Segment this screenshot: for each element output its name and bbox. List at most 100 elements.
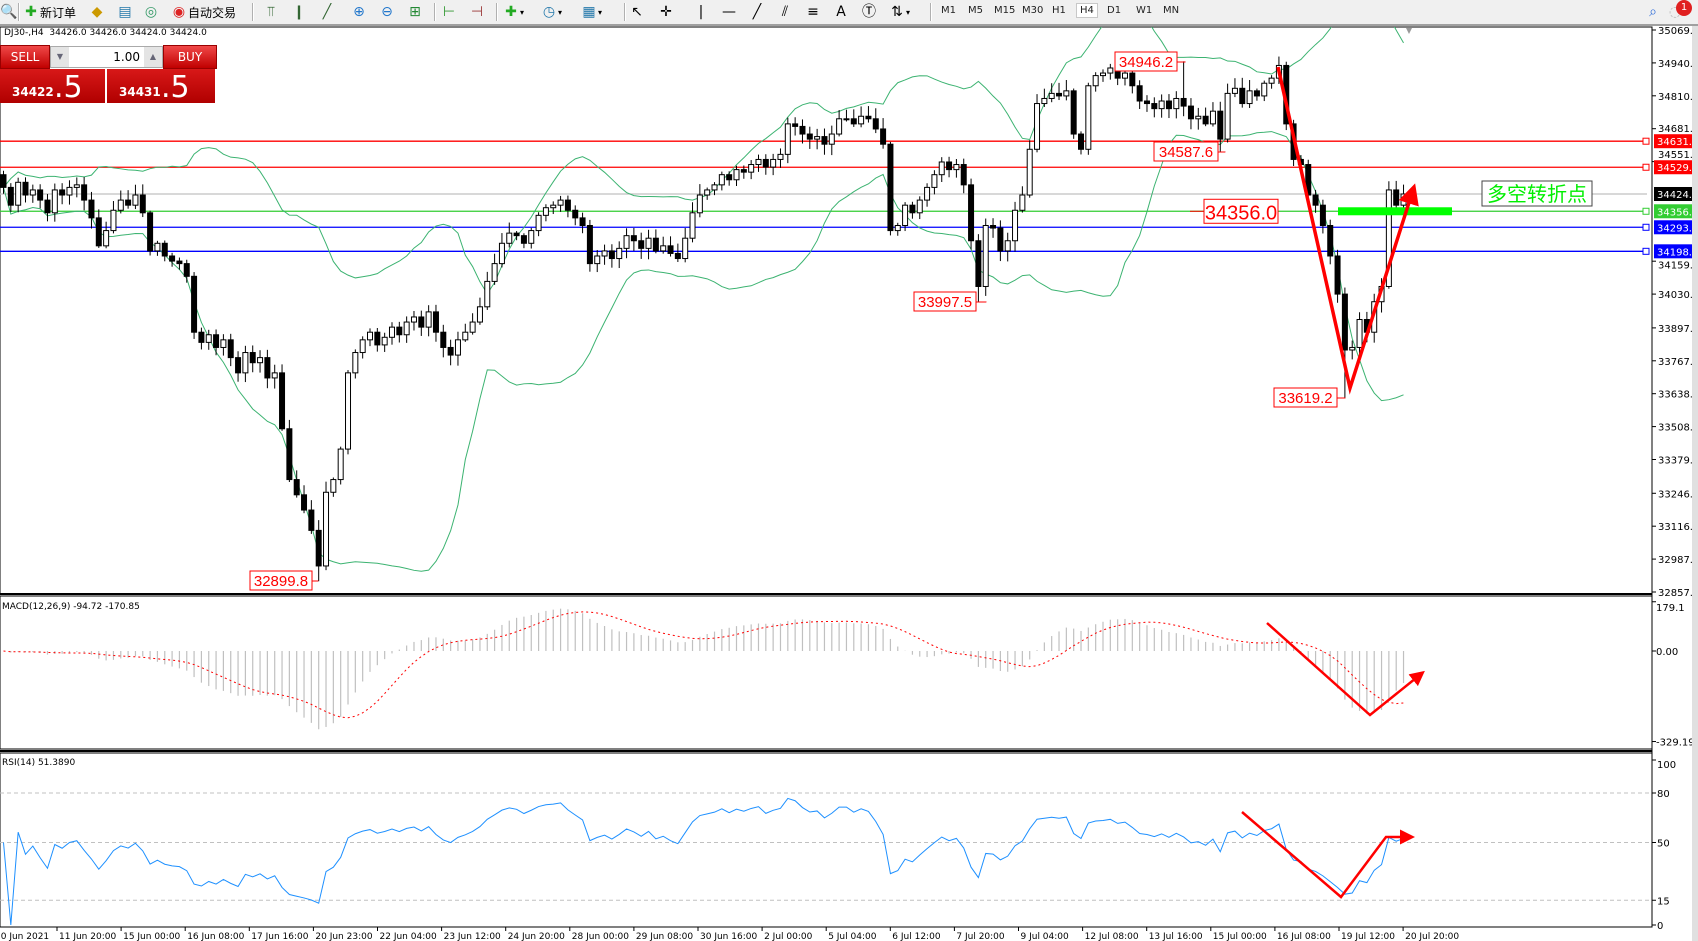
price-tag-34529.3 [1654, 160, 1696, 175]
chart-window[interactable]: 34946.2 34587.6 33997.5 32899.8 33619.2 34356… [0, 26, 1698, 941]
global-search-button[interactable]: ⌕ [1644, 2, 1662, 22]
price-label-text: 32899.8 [254, 573, 308, 590]
tile-windows-button[interactable]: ⊞ [406, 2, 424, 22]
buy-price[interactable]: 34431 .5 [107, 69, 215, 103]
candle-body [645, 237, 652, 249]
market-watch-button[interactable]: ◆ [88, 2, 106, 22]
navigator-button[interactable]: ▤ [116, 2, 134, 22]
sell-price[interactable]: 34422 .5 [0, 69, 105, 103]
candle-body [249, 352, 256, 364]
candle [777, 148, 784, 168]
fibonacci-button[interactable]: ≡ [804, 2, 822, 22]
bar-chart-button[interactable]: ⫪ [262, 2, 280, 22]
candle-body [1319, 204, 1326, 227]
line-chart-button[interactable]: ╱ [318, 2, 336, 22]
candle-body [1100, 72, 1106, 77]
zoom-out-button[interactable]: ⊖ [378, 2, 396, 22]
templates-button[interactable]: ▦ ▾ [580, 2, 602, 22]
candle-body [1187, 105, 1194, 120]
sell-price-fraction: .5 [54, 70, 83, 105]
candle-body [81, 184, 88, 201]
horizontal-line-button[interactable]: — [720, 2, 738, 22]
candle [887, 141, 894, 236]
candle-body [557, 199, 564, 206]
candle [1253, 88, 1260, 101]
timeframe-h1[interactable]: H1 [1052, 5, 1066, 16]
periods-button[interactable]: ◷ ▾ [540, 2, 562, 22]
timeframe-mn[interactable]: MN [1163, 5, 1180, 16]
sell-button[interactable]: SELL [0, 45, 50, 69]
volume-decrease-button[interactable]: ▼ [51, 47, 69, 67]
candle [1143, 95, 1150, 112]
candle-body [821, 136, 828, 145]
toolbar-separator [252, 3, 254, 21]
one-click-trading-panel: SELL ▼ 1.00 ▲ BUY 34422 .5 34431 .5 [0, 45, 217, 105]
timeframe-h4[interactable]: H4 [1076, 3, 1098, 18]
indicators-button[interactable]: ✚ ▾ [502, 2, 524, 22]
candle-body [755, 158, 762, 166]
new-order-button[interactable]: ✚ 新订单 [22, 2, 76, 22]
candle-body [814, 136, 821, 140]
candle-body [630, 235, 637, 242]
candle-body [418, 316, 425, 328]
sell-price-main: 34422 [12, 85, 54, 99]
candle-body [396, 326, 403, 336]
timeframe-m5[interactable]: M5 [968, 5, 983, 16]
trendline-button[interactable]: ╱ [748, 2, 766, 22]
search-icon[interactable]: 🔍 [0, 4, 18, 20]
candle [315, 520, 322, 582]
timeframe-w1[interactable]: W1 [1136, 5, 1153, 16]
candle [381, 332, 388, 352]
signals-button[interactable]: ◎ [142, 2, 160, 22]
timeframe-m15[interactable]: M15 [994, 5, 1016, 16]
candle-body [410, 316, 417, 323]
candle-body [491, 263, 498, 282]
candle [1400, 184, 1407, 209]
arrows-button[interactable]: ⇅ ▾ [888, 2, 910, 22]
timeframe-d1[interactable]: D1 [1107, 5, 1122, 16]
price-label-text: 34356.0 [1205, 202, 1277, 224]
candle-body [132, 194, 139, 206]
candle [542, 204, 549, 222]
volume-input[interactable]: 1.00 [113, 50, 140, 64]
candle-body [586, 225, 593, 265]
candle [117, 190, 124, 214]
candle [1056, 82, 1063, 101]
auto-scroll-button[interactable]: ⊢ [440, 2, 458, 22]
zoom-in-button[interactable]: ⊕ [350, 2, 368, 22]
crosshair-button[interactable]: ✛ [657, 2, 675, 22]
time-tick-label: 22 Jun 04:00 [380, 932, 437, 941]
candle-body [799, 125, 806, 135]
candle-body [462, 331, 469, 341]
channel-button[interactable]: ⫽ [776, 2, 794, 22]
timeframe-m1[interactable]: M1 [941, 5, 956, 16]
candlestick-button[interactable]: ❙ [290, 2, 308, 22]
candle [257, 350, 264, 373]
candle-body [982, 225, 989, 287]
candle-body [652, 237, 659, 252]
auto-trading-button[interactable]: ◉ 自动交易 [170, 2, 236, 22]
macd-tick-label: -329.19 [1656, 738, 1695, 749]
timeframe-m30[interactable]: M30 [1022, 5, 1044, 16]
volume-increase-button[interactable]: ▲ [144, 47, 162, 67]
candle [22, 177, 29, 203]
buy-button[interactable]: BUY [163, 45, 217, 69]
candle-body [1034, 103, 1041, 150]
candle [946, 156, 953, 178]
candle [454, 331, 461, 366]
text-button[interactable]: A [832, 2, 850, 22]
candle [623, 228, 630, 259]
cursor-button[interactable]: ↖ [628, 2, 646, 22]
candle [1158, 94, 1165, 118]
candle-body [938, 161, 945, 176]
template-icon: ▦ [582, 4, 596, 20]
candle [447, 339, 454, 366]
candle-body [315, 529, 322, 567]
candle-body [125, 199, 132, 206]
candle-body [711, 184, 718, 191]
candle [1261, 80, 1268, 102]
chart-shift-button[interactable]: ⊣ [468, 2, 486, 22]
text-label-button[interactable]: Ⓣ [860, 2, 878, 22]
candle-body [227, 339, 234, 359]
vertical-line-button[interactable]: | [692, 2, 710, 22]
